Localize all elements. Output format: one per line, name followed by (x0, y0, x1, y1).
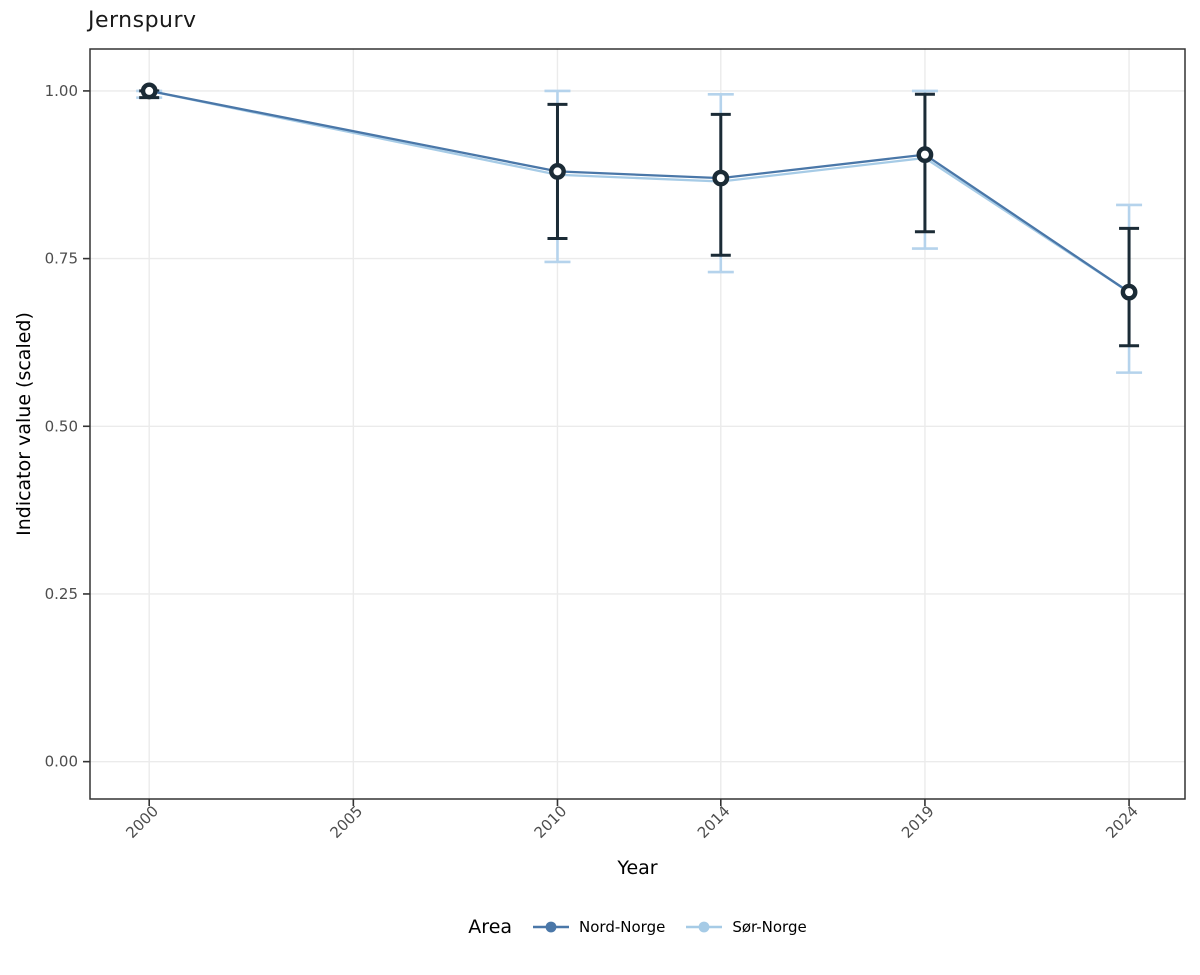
legend-entry-nord-norge: Nord-Norge (530, 917, 665, 937)
data-point (140, 82, 158, 100)
y-tick-label: 0.75 (45, 250, 78, 268)
y-tick-label: 0.50 (45, 417, 78, 435)
legend-entry-sor-norge: Sør-Norge (683, 917, 807, 937)
y-tick-label: 0.00 (45, 753, 78, 771)
legend-title: Area (468, 916, 513, 938)
x-tick-label: 2019 (898, 802, 938, 842)
y-tick-label: 1.00 (45, 82, 78, 100)
chart-title: Jernspurv (88, 8, 197, 33)
x-tick-label: 2024 (1102, 802, 1142, 842)
x-tick-label: 2010 (531, 802, 571, 842)
sor-norge-legend-key-icon (686, 921, 723, 933)
x-tick-label: 2005 (326, 802, 366, 842)
legend-label-nord-norge: Nord-Norge (579, 918, 666, 936)
legend: Area Nord-Norge Sør-Norge (0, 916, 1200, 938)
x-tick-label: 2000 (122, 802, 162, 842)
y-tick-label: 0.25 (45, 585, 78, 603)
x-tick-label: 2014 (694, 802, 734, 842)
data-point (916, 146, 934, 164)
nord-norge-legend-key-icon (533, 921, 570, 933)
legend-label-sor-norge: Sør-Norge (732, 918, 807, 936)
x-axis-title: Year (617, 857, 658, 879)
panel-border (89, 48, 1186, 800)
y-axis-title: Indicator value (scaled) (13, 312, 35, 536)
data-point (712, 169, 730, 187)
data-point (549, 163, 566, 180)
panel-background (90, 49, 1185, 799)
data-point (1120, 283, 1138, 301)
